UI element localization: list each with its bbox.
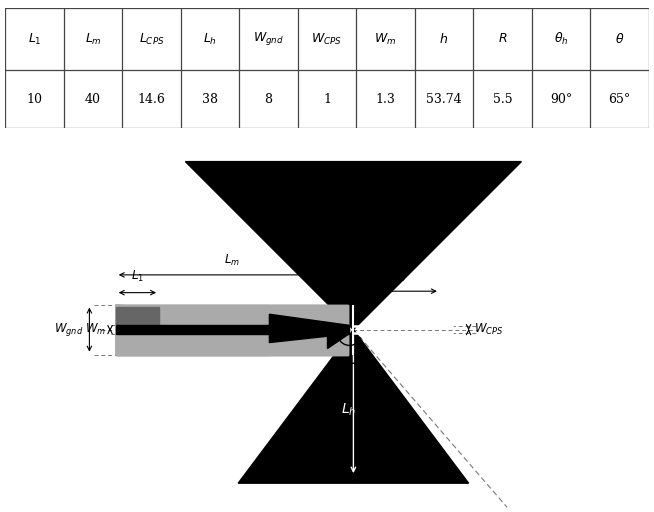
Text: $L_m$: $L_m$: [224, 252, 240, 268]
Text: 5.5: 5.5: [492, 93, 512, 105]
Text: $h$: $h$: [439, 32, 449, 46]
Polygon shape: [116, 305, 348, 355]
Text: $W_{gnd}$: $W_{gnd}$: [253, 30, 284, 48]
Polygon shape: [269, 307, 346, 355]
Text: 40: 40: [85, 93, 101, 105]
Polygon shape: [116, 307, 159, 325]
Polygon shape: [116, 325, 349, 334]
Polygon shape: [116, 305, 348, 355]
Text: $\theta_h$: $\theta_h$: [554, 31, 568, 47]
Text: $h$: $h$: [438, 402, 447, 417]
Text: $R$: $R$: [498, 32, 508, 46]
Text: $L_{CPS}$: $L_{CPS}$: [139, 31, 164, 47]
Text: 14.6: 14.6: [137, 93, 165, 105]
Text: 90°: 90°: [550, 93, 572, 105]
Polygon shape: [116, 305, 349, 355]
Polygon shape: [116, 305, 269, 355]
Text: $W_m$: $W_m$: [85, 322, 106, 337]
Text: $R$: $R$: [357, 350, 366, 363]
Text: 53.74: 53.74: [426, 93, 462, 105]
Text: 1.3: 1.3: [375, 93, 396, 105]
Text: $L_h$: $L_h$: [341, 402, 356, 418]
Text: $L_1$: $L_1$: [27, 31, 41, 47]
Text: 8: 8: [264, 93, 273, 105]
Text: $L_h$: $L_h$: [203, 31, 217, 47]
Polygon shape: [116, 325, 269, 355]
Text: $\theta_h$: $\theta_h$: [385, 257, 401, 274]
Text: $W_m$: $W_m$: [374, 31, 396, 47]
Text: $L_1$: $L_1$: [131, 269, 144, 284]
Polygon shape: [269, 314, 349, 343]
Text: $W_{CPS}$: $W_{CPS}$: [474, 322, 504, 337]
Polygon shape: [327, 333, 349, 348]
Text: $L_m$: $L_m$: [84, 31, 101, 47]
Text: 65°: 65°: [608, 93, 630, 105]
Text: $W_{CPS}$: $W_{CPS}$: [311, 31, 343, 47]
Polygon shape: [116, 305, 269, 325]
Text: 38: 38: [202, 93, 218, 105]
Text: $W_{gnd}$: $W_{gnd}$: [54, 321, 84, 338]
Text: 10: 10: [26, 93, 43, 105]
Text: $\theta$: $\theta$: [615, 32, 624, 46]
Text: $L_{CPS}$: $L_{CPS}$: [382, 269, 406, 284]
Text: $\theta$: $\theta$: [327, 368, 337, 383]
Polygon shape: [185, 162, 521, 330]
Polygon shape: [238, 330, 469, 483]
Text: 1: 1: [323, 93, 331, 105]
Polygon shape: [269, 305, 348, 355]
